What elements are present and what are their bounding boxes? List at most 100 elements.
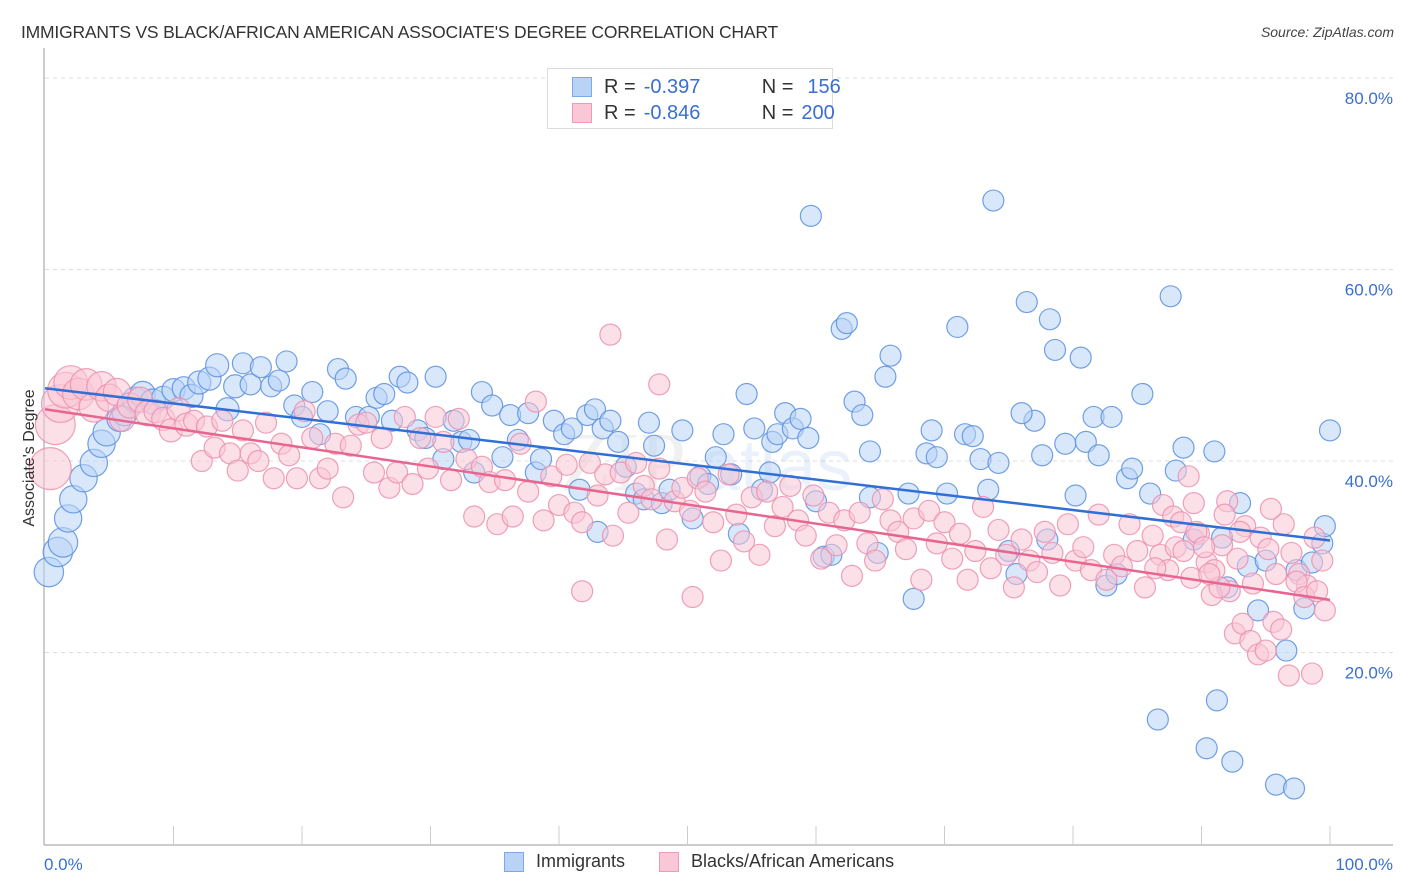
data-point (1121, 457, 1144, 480)
data-point (1221, 750, 1244, 773)
data-point (1031, 444, 1054, 467)
data-point (982, 189, 1005, 212)
data-point (1300, 662, 1324, 685)
data-point (1241, 572, 1265, 595)
data-point (370, 426, 393, 450)
data-point (599, 409, 622, 432)
legend-swatch-blue (504, 851, 524, 872)
data-point (355, 411, 378, 434)
data-point (971, 495, 995, 519)
data-point (946, 315, 969, 339)
data-point (555, 453, 578, 476)
data-point (920, 419, 943, 442)
data-point (501, 505, 524, 528)
y-tick-label: 80.0% (1345, 89, 1393, 108)
y-axis-label: Associate's Degree (21, 389, 38, 526)
data-point (941, 547, 964, 570)
data-point (205, 353, 230, 378)
data-point (948, 522, 972, 545)
data-point (416, 457, 440, 480)
data-point (969, 447, 992, 471)
x-tick-label: 0.0% (44, 855, 83, 874)
data-point (1010, 402, 1033, 425)
data-point (1049, 574, 1072, 597)
legend-r-value: -0.397 (643, 75, 701, 98)
data-point (1110, 555, 1133, 578)
data-point (1095, 568, 1118, 591)
data-point (995, 543, 1018, 566)
data-point (1282, 777, 1306, 800)
data-point (1172, 539, 1195, 563)
trend-line-immigrants (44, 386, 1331, 542)
data-point (756, 480, 779, 503)
data-point (301, 380, 324, 404)
data-point (1141, 524, 1164, 547)
data-point (247, 449, 270, 473)
data-point (1146, 708, 1169, 731)
data-point (1177, 465, 1200, 488)
data-point (1069, 346, 1092, 369)
data-point (902, 587, 925, 610)
data-point (491, 446, 514, 469)
data-point (1275, 639, 1298, 662)
data-point (799, 204, 822, 227)
data-point (301, 426, 324, 450)
data-point (1318, 419, 1342, 442)
data-point (1056, 513, 1079, 536)
data-point (493, 469, 517, 492)
data-point (1010, 528, 1033, 551)
data-point (540, 465, 563, 488)
data-point (797, 426, 820, 450)
legend-n-value: 200 (801, 101, 835, 124)
legend-swatch-blue (572, 77, 592, 97)
data-point (1159, 285, 1182, 308)
legend-item-blacks[interactable]: Blacks/African Americans (659, 851, 894, 872)
data-point (334, 367, 357, 390)
legend-label: Immigrants (536, 851, 626, 871)
data-point (871, 488, 894, 511)
data-point (910, 568, 933, 591)
data-point (1043, 338, 1067, 362)
data-point (267, 369, 290, 392)
data-point (231, 352, 254, 375)
data-point (825, 534, 848, 557)
data-point (332, 486, 355, 509)
legend-n-label: N = (761, 101, 794, 124)
legend-r-label: R = (604, 75, 636, 98)
y-tick-label: 40.0% (1345, 472, 1393, 491)
data-point (339, 434, 362, 457)
data-point (681, 585, 704, 609)
data-point (964, 539, 987, 563)
data-point (1192, 536, 1216, 559)
data-point (316, 457, 339, 480)
data-point (599, 323, 622, 346)
data-point (424, 365, 447, 388)
legend-r-value: -0.846 (643, 101, 701, 124)
data-point (848, 501, 871, 524)
series-blacks-african-americans (28, 323, 1336, 687)
data-point (810, 547, 833, 570)
data-point (1246, 599, 1270, 622)
data-point (231, 419, 254, 442)
trend-line-blacks (44, 408, 1331, 602)
data-point (648, 373, 671, 396)
data-point (794, 524, 817, 547)
data-point (917, 499, 941, 522)
data-point (763, 515, 786, 538)
data-point (517, 480, 540, 503)
data-point (879, 344, 902, 367)
data-point (717, 463, 740, 486)
legend-label: Blacks/African Americans (691, 851, 895, 871)
data-point (447, 407, 470, 430)
x-tick-label: 100.0% (1335, 855, 1393, 874)
data-point (1257, 537, 1280, 561)
data-point (1205, 689, 1229, 712)
data-point (789, 407, 812, 430)
legend-item-immigrants[interactable]: Immigrants (504, 851, 625, 872)
data-point (655, 528, 679, 551)
data-point (47, 527, 79, 558)
data-point (1264, 562, 1288, 586)
data-point (524, 390, 547, 413)
data-point (1259, 497, 1282, 520)
data-point (704, 446, 727, 469)
